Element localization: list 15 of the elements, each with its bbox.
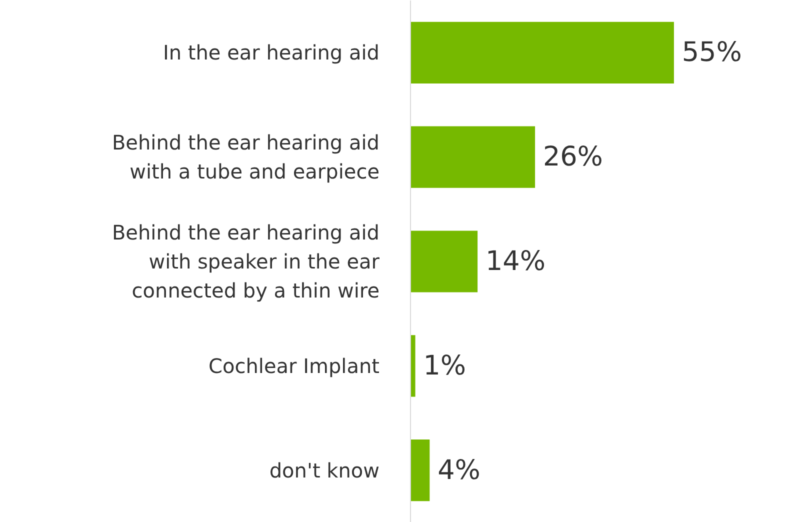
y-tick-label: Cochlear Implant <box>208 354 380 378</box>
bar <box>410 230 478 292</box>
bar <box>410 335 416 397</box>
y-tick-label: In the ear hearing aid <box>162 40 380 65</box>
bar <box>410 440 430 502</box>
y-tick-label: Behind the ear hearing aid with speaker in the ear connected by a thin wire <box>112 220 380 302</box>
data-label: 4% <box>438 454 480 486</box>
data-label: 1% <box>423 350 466 382</box>
bar <box>410 22 674 84</box>
data-label: 26% <box>542 142 603 173</box>
data-label: 55% <box>682 37 742 68</box>
bar <box>410 126 536 188</box>
data-label: 14% <box>485 246 546 277</box>
y-tick-label: Behind the ear hearing aid with a tube and earpiece <box>112 130 380 184</box>
y-tick-label: don't know <box>269 458 380 482</box>
